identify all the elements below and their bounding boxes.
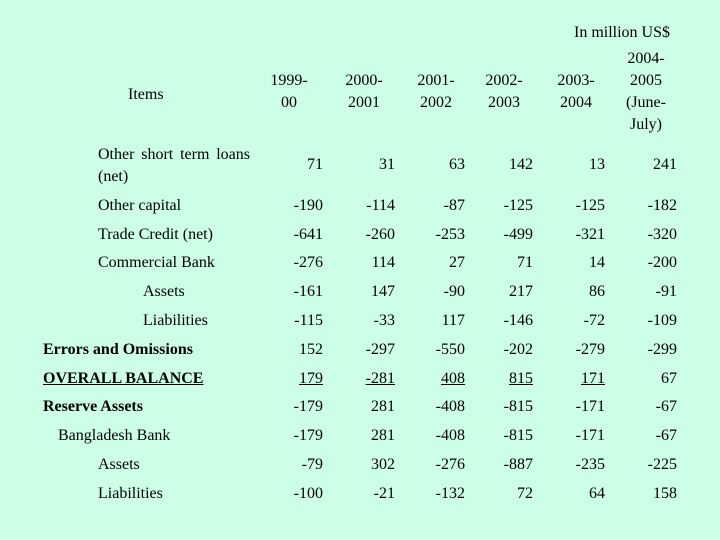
table-cell: -179 [293,427,323,444]
table-cell: 14 [589,254,605,271]
table-cell: -125 [575,197,605,214]
table-cell: 171 [581,370,605,387]
table-cell: 179 [299,370,323,387]
table-cell: -276 [293,254,323,271]
table-cell: 117 [441,312,465,329]
column-header-0: 1999- 00 [270,72,308,111]
table-cell: 64 [589,485,605,502]
table-cell: -179 [293,398,323,415]
table-cell: 302 [371,456,395,473]
row-label: OVERALL BALANCE [43,370,204,387]
table-cell: -200 [647,254,677,271]
table-cell: -171 [575,427,605,444]
table-cell: 63 [449,156,465,173]
table-cell: -321 [575,226,605,243]
table-cell: -109 [647,312,677,329]
table-cell: -641 [293,226,323,243]
table-cell: -125 [503,197,533,214]
row-label: Liabilities [143,312,208,329]
table-cell: 67 [661,370,677,387]
table-cell: -815 [503,398,533,415]
table-cell: 158 [653,485,677,502]
row-label: Assets [98,456,140,473]
table-cell: 241 [653,156,677,173]
table-cell: -297 [365,341,395,358]
table-cell: -182 [647,197,677,214]
table-cell: -100 [293,485,323,502]
row-label: Assets [143,283,185,300]
table-cell: -202 [503,341,533,358]
table-cell: 27 [449,254,465,271]
table-cell: 31 [379,156,395,173]
items-header: Items [128,86,164,103]
table-cell: -279 [575,341,605,358]
table-cell: -72 [583,312,605,329]
row-label: Reserve Assets [43,398,143,415]
row-label: Bangladesh Bank [58,427,171,444]
table-cell: -171 [575,398,605,415]
table-cell: -299 [647,341,677,358]
table-cell: -146 [503,312,533,329]
row-label: Other capital [98,197,182,214]
table-cell: 408 [441,370,465,387]
table-cell: -91 [655,283,677,300]
table-cell: -260 [365,226,395,243]
column-header-3: 2002- 2003 [485,72,523,111]
table-cell: 142 [509,156,533,173]
table-cell: 281 [371,427,395,444]
table-cell: -253 [435,226,465,243]
table-cell: 71 [307,156,323,173]
table-cell: -79 [301,456,323,473]
row-label: Trade Credit (net) [98,226,213,243]
table-cell: -408 [435,427,465,444]
table-cell: -67 [655,398,677,415]
row-label: Liabilities [98,485,163,502]
table-cell: -67 [655,427,677,444]
table-cell: -276 [435,456,465,473]
table-cell: -33 [373,312,395,329]
table-cell: -114 [366,197,395,214]
table-cell: -87 [443,197,465,214]
column-header-1: 2000- 2001 [345,72,383,111]
table-cell: 815 [509,370,533,387]
column-header-5: 2004- 2005 (June- July) [626,50,666,133]
table-cell: -132 [435,485,465,502]
table-cell: -21 [373,485,395,502]
table-cell: 114 [371,254,395,271]
table-cell: 147 [371,283,395,300]
table-cell: 217 [509,283,533,300]
table-cell: -320 [647,226,677,243]
table-cell: -887 [503,456,533,473]
table-cell: 281 [371,398,395,415]
table-cell: 152 [299,341,323,358]
row-label: Commercial Bank [98,254,215,271]
table-cell: -281 [365,370,395,387]
table-cell: -190 [293,197,323,214]
column-header-2: 2001- 2002 [417,72,455,111]
table-cell: -550 [435,341,465,358]
table-cell: -225 [647,456,677,473]
table-cell: -499 [503,226,533,243]
table-cell: -408 [435,398,465,415]
table-cell: 71 [517,254,533,271]
row-label: Errors and Omissions [43,341,193,358]
table-cell: 72 [517,485,533,502]
column-header-4: 2003- 2004 [557,72,595,111]
table-cell: -161 [293,283,323,300]
table-cell: -90 [443,283,465,300]
table-cell: -115 [294,312,323,329]
table-cell: -235 [575,456,605,473]
table-cell: -815 [503,427,533,444]
table-cell: 13 [589,156,605,173]
table-cell: 86 [589,283,605,300]
row-label: Other short term loans (net) [98,146,250,185]
unit-note: In million US$ [573,24,670,41]
